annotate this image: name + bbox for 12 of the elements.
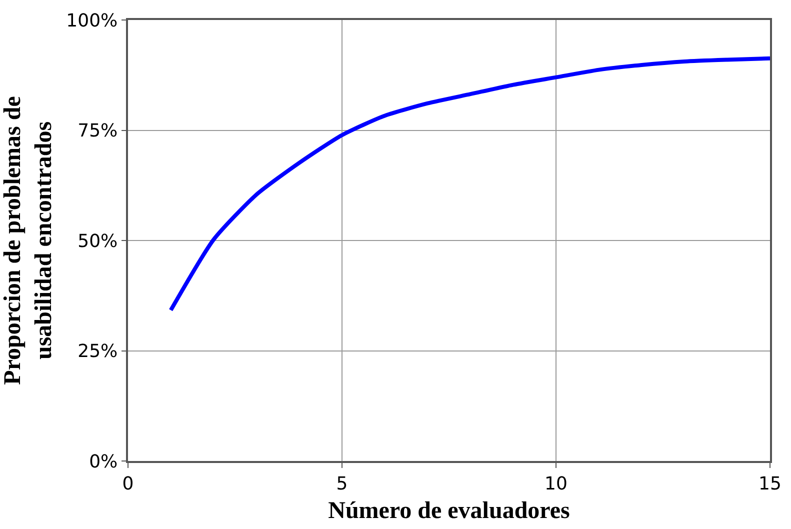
line-series xyxy=(168,56,770,312)
y-tick-label: 75% xyxy=(78,120,118,142)
x-tick-label: 0 xyxy=(122,473,134,494)
x-axis-title: Número de evaluadores xyxy=(328,498,570,524)
y-axis-title: Proporcion de problemas de usabilidad encontrados xyxy=(0,96,58,385)
y-tick-label: 25% xyxy=(78,341,118,362)
y-tick-label: 50% xyxy=(78,230,118,252)
y-tick-label: 100% xyxy=(66,10,118,32)
x-tick-label: 10 xyxy=(544,473,568,494)
x-tick-label: 15 xyxy=(758,473,782,494)
x-tick-label: 5 xyxy=(336,473,348,494)
y-tick-label: 0% xyxy=(89,451,118,472)
